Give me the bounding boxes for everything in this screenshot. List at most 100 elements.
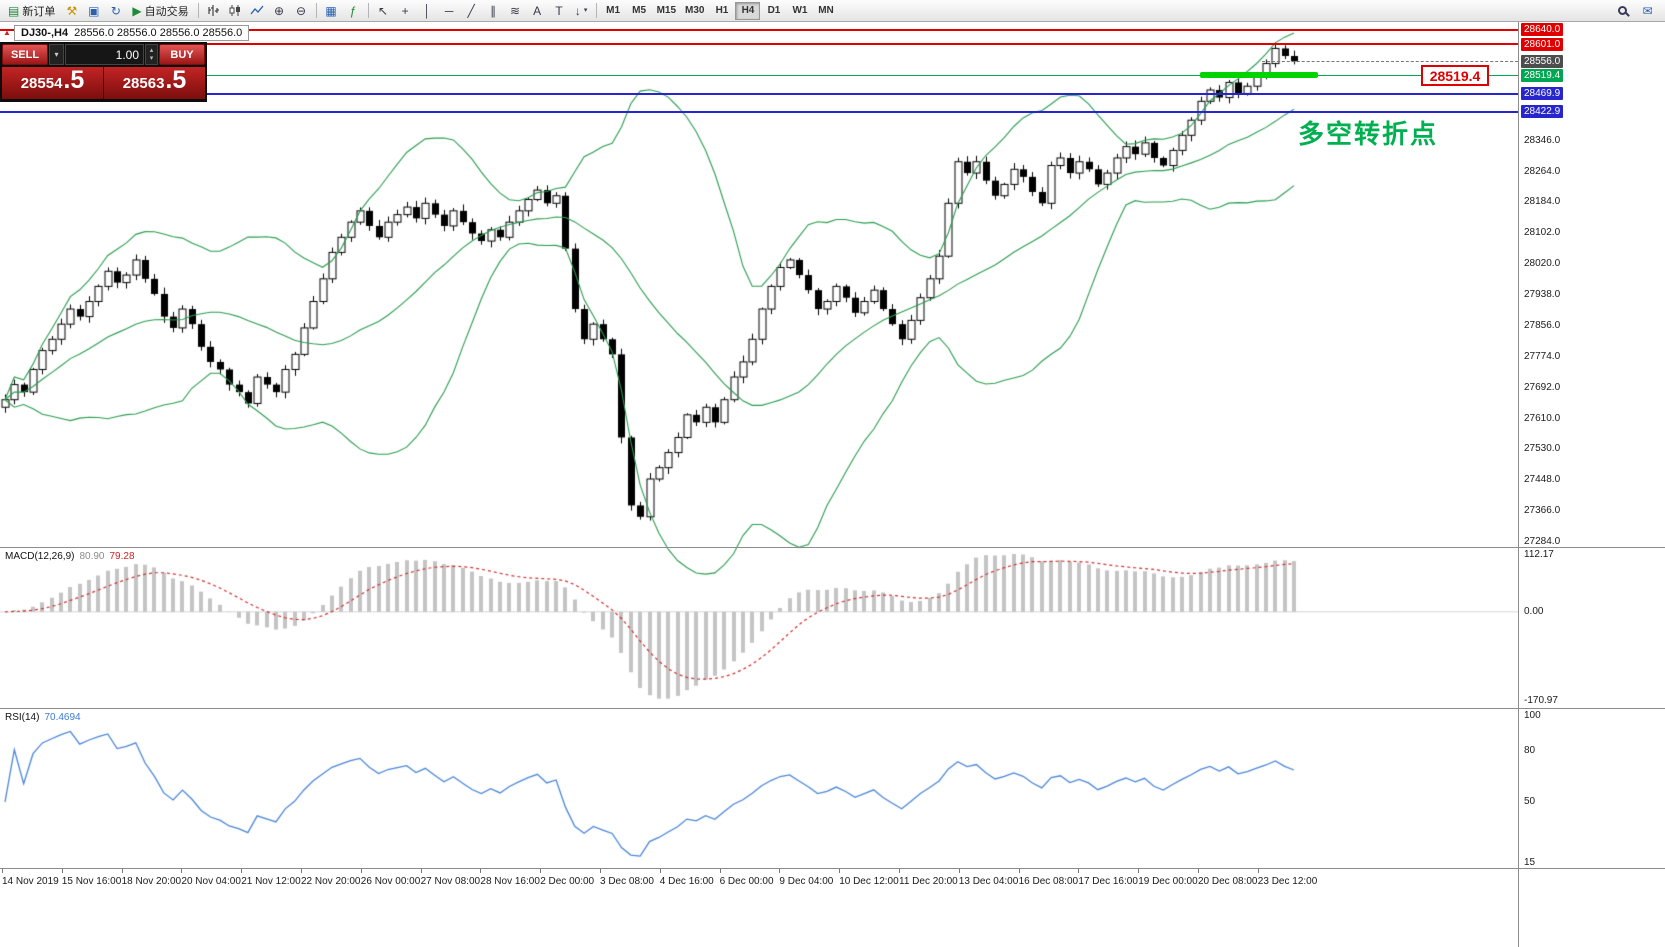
macd-value: 80.90: [79, 551, 105, 562]
zoom-out-button[interactable]: ⊖: [291, 2, 312, 20]
collapse-triangle-icon[interactable]: ▲: [3, 28, 11, 37]
cursor-icon: ↖: [378, 3, 389, 18]
fibonacci-tool-button[interactable]: ≋: [505, 2, 526, 20]
main-toolbar: ▤ 新订单 ⚒ ▣ ↻ ▶ 自动交易 ⊕ ⊖ ▦ ƒ: [0, 0, 1665, 22]
rsi-scale-label: 80: [1524, 744, 1536, 756]
vertical-line-tool-button[interactable]: │: [417, 2, 438, 20]
price-callout[interactable]: 28519.4: [1421, 65, 1489, 86]
time-axis-label: 9 Dec 04:00: [779, 876, 834, 887]
line-chart-button[interactable]: [247, 2, 268, 20]
zoom-out-icon: ⊖: [296, 3, 307, 18]
sell-price[interactable]: 28554.5: [2, 67, 103, 99]
price-grid-label: 27856.0: [1524, 320, 1561, 332]
sell-price-main: 28554: [20, 75, 63, 92]
horizontal-line-28640.0[interactable]: [0, 28, 1518, 31]
volume-dropdown[interactable]: ▾: [49, 44, 64, 65]
zoom-in-icon: ⊕: [274, 3, 285, 18]
chevron-down-icon: ▾: [54, 50, 59, 59]
auto-trading-label: 自动交易: [144, 5, 189, 18]
refresh-button[interactable]: ↻: [105, 2, 126, 20]
price-grid-label: 27610.0: [1524, 413, 1561, 425]
time-axis-label: 27 Nov 08:00: [420, 876, 481, 887]
timeframe-m15-button[interactable]: M15: [653, 2, 680, 20]
sell-price-frac: .5: [63, 66, 85, 94]
cursor-tool-button[interactable]: ↖: [373, 2, 394, 20]
time-axis-label: 6 Dec 00:00: [719, 876, 774, 887]
buy-price[interactable]: 28563.5: [104, 67, 205, 99]
support-highlight-segment[interactable]: [1200, 72, 1318, 79]
horizontal-line-28556.0[interactable]: [1262, 61, 1518, 63]
trendline-tool-button[interactable]: ╱: [461, 2, 482, 20]
arrows-tool-button[interactable]: ↓ ▾: [571, 2, 592, 20]
time-axis-tick: [181, 869, 183, 873]
panel-separator[interactable]: [0, 547, 1665, 548]
tile-windows-button[interactable]: ▦: [321, 2, 342, 20]
timeframe-d1-button[interactable]: D1: [761, 2, 786, 20]
buy-button[interactable]: BUY: [159, 44, 205, 65]
text-tool-button[interactable]: A: [527, 2, 548, 20]
timeframe-m30-button[interactable]: M30: [681, 2, 708, 20]
new-order-button[interactable]: ▤ 新订单: [3, 2, 60, 20]
timeframe-h1-button[interactable]: H1: [709, 2, 734, 20]
line-chart-icon: [250, 5, 264, 15]
chevron-down-icon: ▾: [583, 7, 588, 14]
hammer-icon: ⚒: [66, 3, 78, 18]
price-line-label: 28422.9: [1521, 105, 1564, 119]
price-axis[interactable]: 28346.0 28264.0 28184.0 28102.0 28020.0 27938…: [1518, 22, 1665, 947]
toolbar-separator: [367, 3, 369, 18]
buy-price-main: 28563: [122, 75, 165, 92]
indicators-icon: ƒ: [349, 3, 357, 18]
horizontal-line-28469.9[interactable]: [0, 92, 1518, 95]
time-axis-tick: [958, 869, 960, 873]
price-grid-label: 28184.0: [1524, 196, 1561, 208]
timeframe-m1-button[interactable]: M1: [601, 2, 626, 20]
horizontal-line-tool-button[interactable]: ─: [439, 2, 460, 20]
timeframe-m5-button[interactable]: M5: [627, 2, 652, 20]
sell-button[interactable]: SELL: [2, 44, 48, 65]
rsi-name: RSI(14): [5, 712, 40, 723]
timeframe-mn-button[interactable]: MN: [813, 2, 838, 20]
time-axis-tick: [241, 869, 243, 873]
timeframe-h4-button[interactable]: H4: [735, 1, 761, 20]
community-chat-button[interactable]: ✉: [1637, 2, 1658, 20]
search-button[interactable]: [1612, 2, 1633, 20]
bar-chart-button[interactable]: [203, 2, 224, 20]
time-axis-label: 10 Dec 12:00: [839, 876, 899, 887]
candlestick-chart-button[interactable]: [225, 2, 246, 20]
auto-trading-button[interactable]: ▶ 自动交易: [127, 2, 193, 20]
axis-separator: [0, 868, 1665, 869]
label-tool-button[interactable]: T: [549, 2, 570, 20]
price-grid-label: 28102.0: [1524, 227, 1561, 239]
rsi-scale-label: 50: [1524, 796, 1536, 808]
time-axis-label: 3 Dec 08:00: [600, 876, 654, 887]
time-axis[interactable]: 14 Nov 2019 15 Nov 16:00 18 Nov 20:00 20 No…: [0, 869, 1518, 895]
refresh-icon: ↻: [110, 3, 121, 18]
price-grid-label: 28020.0: [1524, 258, 1561, 270]
time-axis-tick: [121, 869, 123, 873]
indicators-button[interactable]: ƒ: [343, 2, 364, 20]
horizontal-line-28519.4[interactable]: [0, 75, 1518, 77]
time-axis-tick: [61, 869, 63, 873]
time-axis-label: 20 Nov 04:00: [181, 876, 241, 887]
panel-separator[interactable]: [0, 708, 1665, 709]
channel-tool-button[interactable]: ∥: [483, 2, 504, 20]
time-axis-label: 18 Nov 20:00: [121, 876, 182, 887]
price-chart-canvas[interactable]: [0, 22, 1518, 947]
price-grid-label: 27366.0: [1524, 505, 1561, 517]
volume-input[interactable]: 1.00: [65, 44, 144, 65]
timeframe-toolbar: M1 M5 M15 M30 H1 H4 D1 W1 MN: [601, 1, 839, 20]
time-axis-label: 14 Nov 2019: [2, 876, 59, 887]
macd-scale-min: -170.97: [1524, 694, 1558, 706]
crosshair-tool-button[interactable]: +: [395, 2, 416, 20]
volume-stepper[interactable]: ▴ ▾: [145, 44, 158, 65]
horizontal-line-28601.0[interactable]: [0, 43, 1518, 46]
chart-annotation-text[interactable]: 多空转折点: [1298, 119, 1439, 149]
profiles-button[interactable]: ▣: [83, 2, 104, 20]
timeframe-w1-button[interactable]: W1: [787, 2, 812, 20]
metaeditor-button[interactable]: ⚒: [61, 2, 82, 20]
price-grid-label: 27692.0: [1524, 382, 1561, 394]
horizontal-line-28422.9[interactable]: [0, 110, 1518, 113]
time-axis-tick: [600, 869, 601, 873]
zoom-in-button[interactable]: ⊕: [269, 2, 290, 20]
price-line-label: 28640.0: [1521, 23, 1564, 37]
